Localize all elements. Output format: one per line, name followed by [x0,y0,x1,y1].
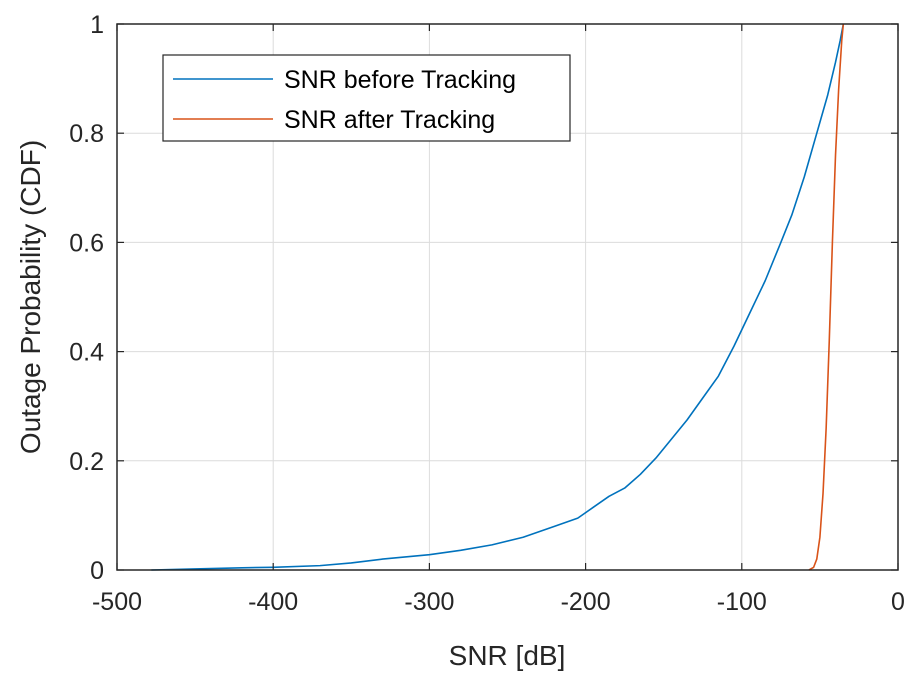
y-tick-label: 0.6 [69,229,104,257]
legend-box [162,54,571,142]
x-tick-label: 0 [891,588,905,616]
y-axis-title: Outage Probability (CDF) [15,140,46,454]
y-tick-label: 0.2 [69,448,104,476]
y-tick-label: 1 [90,11,104,39]
x-tick-label: -200 [561,588,611,616]
x-tick-labels: -500 -400 -300 -200 -100 0 [92,588,905,616]
y-tick-label: 0.4 [69,339,104,367]
series-layer [151,23,845,571]
series-line-after-tracking [808,23,845,571]
legend: SNR before Tracking SNR after Tracking [162,54,571,142]
legend-label-after-tracking: SNR after Tracking [284,106,495,134]
series-line-before-tracking [151,23,845,571]
x-tick-label: -300 [404,588,454,616]
y-tick-labels: 0 0.2 0.4 0.6 0.8 1 [69,11,104,585]
x-axis-title: SNR [dB] [449,640,566,671]
plot-frame [116,23,899,571]
x-tick-label: -100 [717,588,767,616]
x-tick-label: -500 [92,588,142,616]
y-tick-label: 0.8 [69,120,104,148]
ticks [116,23,899,571]
y-tick-label: 0 [90,557,104,585]
legend-label-before-tracking: SNR before Tracking [284,66,516,94]
x-tick-label: -400 [248,588,298,616]
